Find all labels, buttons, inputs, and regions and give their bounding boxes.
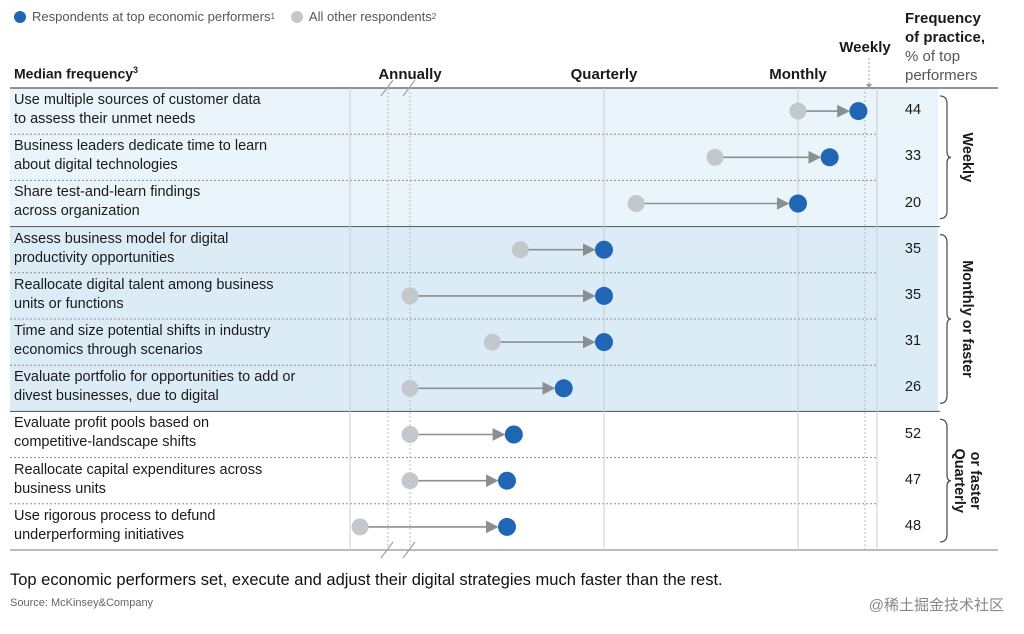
legend-other-label: All other respondents [308,9,432,24]
top-performers-dot-3 [789,194,807,213]
median-frequency-text: Median frequency [14,65,134,82]
watermark: @稀土掘金技术社区 [868,597,1004,614]
top-performers-dot-6 [595,333,613,352]
row-label-7: Evaluate portfolio for opportunities to … [14,368,344,406]
other-respondents-dot-8 [401,426,419,443]
freq-header-line3: % of top [905,48,961,65]
group-label-2: Monthly or faster [959,260,975,378]
row-label-9: Reallocate capital expenditures across bu… [14,461,344,499]
row-label-10: Use rigorous process to defund underperfo… [14,507,344,545]
row-label-line1: Time and size potential shifts in indust… [14,323,271,339]
top-performers-dot-4 [595,240,613,259]
group-label-3: or faster [967,452,983,510]
frequency-pct-9: 47 [904,471,922,488]
other-respondents-dot-7 [401,379,419,397]
top-performers-dot-5 [595,286,613,305]
frequency-pct-7: 26 [904,379,922,396]
legend-other-respondents: All other respondents 2 [290,9,437,24]
other-respondents-dot-3 [627,195,645,212]
group-bracket-1 [939,95,952,220]
legend-top-performers: Respondents at top economic performers 1 [14,9,275,24]
row-label-line1: Evaluate profit pools based on [14,415,210,432]
row-label-6: Time and size potential shifts in indust… [14,322,344,360]
median-frequency-header: Median frequency3 [14,65,138,82]
axis-break-mark [402,79,416,97]
axis-break-mark [380,79,394,97]
row-label-line2: divest businesses, due to digital [14,388,219,405]
legend-other-dot [290,10,303,23]
row-label-line1: Share test-and-learn findings [14,184,201,201]
top-performers-dot-10 [498,517,516,536]
frequency-pct-8: 52 [904,425,922,442]
row-label-line1: Use rigorous process to defund [14,507,216,524]
frequency-pct-5: 35 [904,286,922,303]
tick-label-weekly: Weekly [839,39,891,56]
legend-other-sup: 2 [431,12,437,21]
row-label-line2: about digital technologies [14,157,178,174]
row-label-1: Use multiple sources of customer data to … [14,91,344,129]
group-label-3: Quarterly [951,448,967,512]
freq-header-line4: performers [905,67,978,84]
row-label-line1: Assess business model for digital [14,230,229,247]
tick-label-quarterly: Quarterly [571,66,638,83]
row-label-line2: productivity opportunities [14,249,175,266]
other-respondents-dot-9 [401,472,419,490]
frequency-pct-1: 44 [904,102,922,119]
row-label-line1: Reallocate capital expenditures across [14,461,263,478]
row-label-5: Reallocate digital talent among business… [14,276,344,314]
row-label-line1: Evaluate portfolio for opportunities to … [14,369,296,386]
axis-break-mark [380,541,394,559]
group-bracket-3 [939,418,952,543]
row-label-line1: Use multiple sources of customer data [14,92,261,108]
row-label-line1: Business leaders dedicate time to learn [14,138,268,155]
weekly-pointer-arrow [866,84,872,89]
median-frequency-sup: 3 [133,65,139,75]
frequency-pct-3: 20 [904,194,922,211]
other-respondents-dot-5 [401,287,419,305]
legend: Respondents at top economic performers 1 … [14,9,452,24]
frequency-pct-10: 48 [904,517,922,534]
frequency-pct-6: 31 [904,333,922,350]
frequency-of-practice-header: Frequency of practice, % of top performe… [905,9,985,85]
row-label-4: Assess business model for digital product… [14,230,344,268]
other-respondents-dot-4 [511,241,529,259]
freq-header-line2: of practice, [905,29,986,46]
row-label-3: Share test-and-learn findings across orga… [14,183,344,221]
row-label-8: Evaluate profit pools based on competitiv… [14,414,344,452]
top-performers-dot-1 [849,102,868,121]
source-note: Source: McKinsey&Company [10,597,154,609]
top-performers-dot-9 [498,471,516,490]
row-label-line2: to assess their unmet needs [14,111,196,127]
legend-top-dot [14,10,26,23]
other-respondents-dot-6 [483,333,501,351]
row-label-line2: business units [14,480,106,497]
other-respondents-dot-1 [789,102,807,120]
other-respondents-dot-2 [706,148,724,166]
row-label-line2: units or functions [14,295,124,312]
row-label-line2: economics through scenarios [14,342,203,358]
tick-label-monthly: Monthly [769,66,827,83]
caption: Top economic performers set, execute and… [10,571,723,589]
axis-break-mark [402,541,416,559]
group-label-1: Weekly [959,132,975,182]
frequency-pct-2: 33 [904,148,922,165]
group-bracket-2 [939,233,952,405]
frequency-pct-4: 35 [904,240,922,257]
row-label-2: Business leaders dedicate time to learn a… [14,137,344,175]
tick-label-annually: Annually [378,66,442,83]
top-performers-dot-2 [820,148,839,167]
legend-top-label: Respondents at top economic performers [32,9,271,24]
other-respondents-dot-10 [351,518,369,536]
row-label-line2: competitive-landscape shifts [14,434,197,451]
top-performers-dot-8 [504,425,523,444]
freq-header-line1: Frequency [905,10,981,27]
row-label-line2: across organization [14,203,140,220]
legend-top-sup: 1 [270,12,275,21]
row-label-line2: underperforming initiatives [14,526,185,543]
row-label-line1: Reallocate digital talent among business [14,276,274,293]
top-performers-dot-7 [554,379,573,398]
